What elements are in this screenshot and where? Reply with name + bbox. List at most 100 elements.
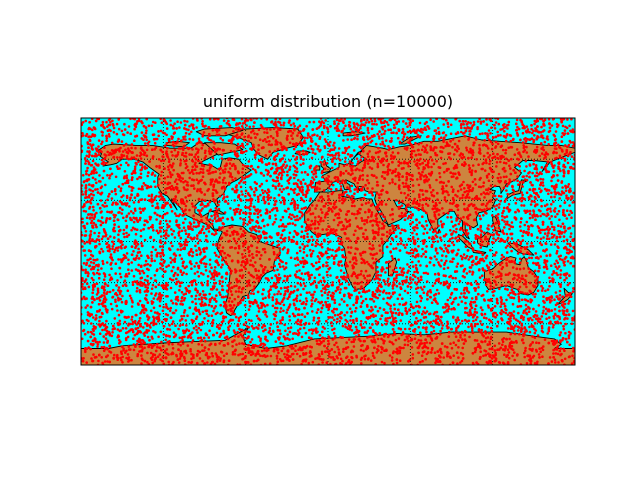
random-point: [424, 255, 428, 259]
random-point: [538, 187, 541, 190]
random-point: [561, 124, 565, 128]
random-point: [86, 150, 89, 153]
random-point: [363, 357, 367, 361]
random-point: [240, 263, 243, 267]
random-point: [320, 350, 324, 354]
random-point: [232, 329, 236, 332]
random-point: [121, 294, 124, 298]
random-point: [526, 261, 529, 265]
random-point: [479, 306, 483, 309]
random-point: [116, 309, 119, 312]
random-point: [397, 337, 401, 340]
random-point: [365, 221, 369, 224]
random-point: [419, 339, 423, 342]
random-point: [220, 311, 224, 315]
random-point: [315, 238, 319, 242]
random-point: [354, 306, 358, 310]
random-point: [84, 306, 87, 309]
random-point: [360, 362, 363, 365]
random-point: [230, 175, 234, 179]
random-point: [568, 204, 571, 207]
random-point: [186, 235, 190, 239]
random-point: [205, 309, 209, 313]
random-point: [292, 173, 296, 176]
random-point: [455, 265, 459, 268]
random-point: [277, 273, 281, 276]
random-point: [257, 148, 260, 151]
random-point: [496, 130, 500, 134]
random-point: [307, 322, 311, 326]
random-point: [297, 178, 300, 182]
random-point: [101, 176, 105, 180]
random-point: [317, 260, 321, 264]
random-point: [450, 346, 454, 350]
random-point: [523, 169, 526, 173]
random-point: [135, 323, 138, 326]
random-point: [88, 205, 92, 209]
random-point: [147, 124, 151, 128]
random-point: [146, 335, 150, 339]
random-point: [496, 142, 500, 146]
random-point: [207, 314, 210, 318]
random-point: [516, 278, 519, 282]
random-point: [481, 132, 484, 135]
random-point: [181, 323, 184, 327]
random-point: [147, 144, 150, 147]
random-point: [177, 327, 180, 331]
random-point: [352, 130, 356, 134]
random-point: [460, 156, 463, 159]
random-point: [353, 252, 357, 256]
random-point: [398, 178, 401, 182]
random-point: [179, 350, 183, 353]
random-point: [117, 313, 121, 317]
random-point: [229, 290, 233, 293]
random-point: [120, 300, 124, 304]
random-point: [284, 355, 287, 359]
random-point: [208, 200, 212, 204]
random-point: [340, 282, 344, 286]
random-point: [133, 139, 136, 142]
random-point: [248, 208, 252, 211]
random-point: [522, 252, 525, 256]
random-point: [550, 360, 554, 363]
random-point: [298, 299, 302, 303]
random-point: [474, 318, 478, 322]
random-point: [385, 121, 389, 124]
random-point: [123, 235, 126, 239]
random-point: [121, 150, 125, 153]
random-point: [404, 246, 407, 249]
random-point: [241, 127, 245, 130]
random-point: [132, 201, 136, 204]
random-point: [371, 354, 375, 358]
random-point: [569, 129, 572, 133]
random-point: [282, 303, 286, 307]
random-point: [169, 175, 173, 179]
random-point: [366, 155, 370, 158]
random-point: [383, 335, 386, 338]
random-point: [333, 120, 336, 123]
random-point: [520, 298, 524, 302]
random-point: [425, 144, 429, 147]
random-point: [534, 310, 538, 313]
random-point: [556, 212, 559, 216]
random-point: [548, 356, 552, 359]
random-point: [438, 175, 442, 179]
random-point: [94, 188, 97, 191]
random-point: [184, 217, 187, 221]
random-point: [247, 139, 250, 143]
random-point: [556, 174, 559, 177]
random-point: [424, 202, 428, 206]
random-point: [118, 272, 122, 276]
random-point: [496, 176, 500, 180]
random-point: [372, 335, 375, 339]
random-point: [420, 354, 424, 358]
random-point: [482, 354, 485, 358]
random-point: [522, 318, 525, 322]
random-point: [200, 343, 204, 347]
random-point: [509, 245, 512, 249]
random-point: [304, 272, 307, 276]
random-point: [93, 231, 96, 235]
random-point: [415, 232, 419, 236]
random-point: [439, 329, 442, 333]
random-point: [289, 256, 293, 260]
